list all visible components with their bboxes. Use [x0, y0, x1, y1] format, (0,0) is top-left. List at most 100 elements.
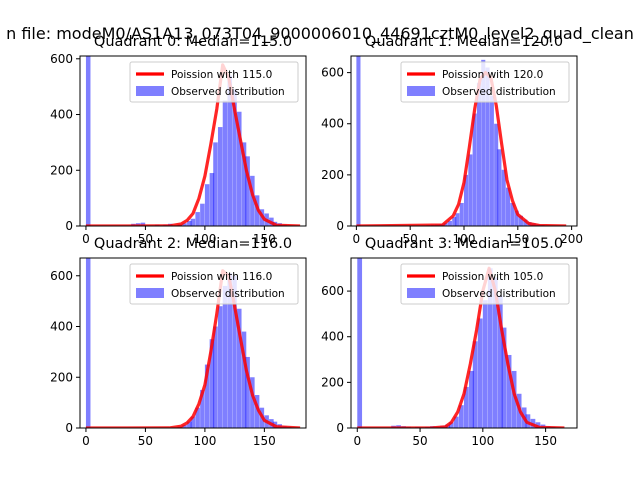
histogram-bar — [477, 318, 483, 428]
histogram-bar — [200, 203, 205, 226]
histogram-bar — [204, 364, 210, 428]
figure-title-text: n file: modeM0/AS1A13_073T04_9000006010_… — [6, 24, 634, 43]
histogram-bar — [506, 354, 512, 428]
histogram-bar — [459, 202, 464, 226]
histogram-bar — [222, 285, 228, 428]
histogram-bar — [237, 111, 242, 226]
y-tick-label: 600 — [50, 269, 73, 283]
legend-label-poisson: Poission with 115.0 — [171, 69, 272, 81]
panel-3-title: Quadrant 3: Median=105.0 — [364, 236, 564, 252]
y-tick-label: 600 — [321, 284, 344, 298]
histogram-bar — [241, 142, 247, 226]
x-tick-label: 100 — [193, 434, 216, 448]
legend: Poission with 115.0 Observed distribution — [129, 61, 299, 103]
x-tick-label: 0 — [82, 434, 90, 448]
histogram-bar — [209, 339, 215, 428]
x-tick-label: 150 — [253, 434, 276, 448]
histogram-bar — [217, 306, 223, 428]
x-tick-label: 150 — [506, 232, 529, 246]
y-tick-label: 200 — [321, 168, 344, 182]
histogram-bar — [458, 405, 464, 428]
x-tick-label: 150 — [534, 434, 557, 448]
histogram-bar — [254, 395, 260, 428]
histogram-bar — [464, 174, 469, 226]
histogram-bar — [448, 422, 454, 428]
histogram-bar — [241, 331, 247, 428]
histogram-bar — [232, 89, 237, 226]
histogram-bar — [232, 275, 237, 428]
legend-label-poisson: Poission with 105.0 — [442, 271, 543, 283]
legend-label-observed: Observed distribution — [171, 288, 285, 300]
x-tick-label: 50 — [138, 232, 153, 246]
legend-bar-swatch — [407, 86, 435, 96]
histogram-bar — [489, 95, 494, 226]
panel-quadrant-2: 0 50 100 150 0 200 400 600 Poission with 116.0 Ob… — [50, 257, 307, 448]
histogram-bar — [453, 416, 459, 428]
x-tick-label: 100 — [471, 434, 494, 448]
histogram-bar — [452, 217, 457, 226]
panel-quadrant-0: 0 50 100 150 0 200 400 600 Poission with 115.0 Ob… — [50, 52, 307, 246]
histogram-bar — [182, 223, 187, 226]
legend-bar-swatch — [136, 288, 164, 298]
y-tick-label: 200 — [50, 370, 73, 384]
histogram-bar — [510, 202, 515, 226]
histogram-bar — [190, 416, 196, 428]
histogram-bar — [468, 154, 473, 226]
histogram-bar — [250, 175, 255, 226]
legend-label-observed: Observed distribution — [171, 86, 285, 98]
histogram-bar — [356, 56, 361, 226]
y-tick-label: 400 — [50, 108, 73, 122]
x-tick-label: 50 — [138, 434, 153, 448]
histogram-bar — [217, 127, 223, 226]
histogram-bar — [447, 220, 452, 226]
histogram-bar — [481, 59, 486, 226]
histogram-bar — [187, 220, 192, 226]
histogram-bar — [195, 212, 200, 226]
x-tick-label: 0 — [353, 434, 361, 448]
legend: Poission with 116.0 Observed distribution — [129, 263, 299, 305]
histogram-bar — [213, 326, 218, 428]
legend-label-observed: Observed distribution — [442, 288, 556, 300]
histogram-bar — [209, 173, 215, 226]
figure-title: n file: modeM0/AS1A13_073T04_9000006010_… — [0, 24, 640, 48]
histogram-bar — [85, 258, 91, 428]
histogram-bar — [237, 308, 242, 428]
histogram-bar — [227, 75, 233, 226]
histogram-bar — [443, 222, 448, 226]
legend-bar-swatch — [407, 288, 435, 298]
legend-label-poisson: Poission with 120.0 — [442, 69, 543, 81]
histogram-bar — [501, 327, 507, 428]
histogram-bar — [182, 424, 187, 428]
x-tick-label: 200 — [560, 232, 583, 246]
x-tick-label: 50 — [403, 232, 418, 246]
legend-label-observed: Observed distribution — [442, 86, 556, 98]
x-tick-label: 100 — [453, 232, 476, 246]
panel-1-title: Quadrant 1: Median=120.0 — [364, 34, 564, 50]
histogram-bar — [222, 100, 228, 226]
panel-0-title: Quadrant 0: Median=115.0 — [93, 34, 293, 50]
histogram-bar — [187, 421, 192, 428]
histogram-bar — [195, 407, 200, 428]
histogram-bar — [523, 219, 528, 226]
axes-frame — [79, 257, 307, 429]
y-tick-label: 0 — [336, 219, 344, 233]
histogram-bar — [85, 56, 91, 226]
histogram-bar — [455, 213, 460, 226]
y-tick-label: 200 — [321, 375, 344, 389]
histogram-bar — [497, 149, 502, 226]
y-tick-label: 0 — [65, 219, 73, 233]
histogram-bar — [472, 341, 478, 428]
histogram-bar — [518, 215, 523, 226]
axes-frame — [350, 257, 578, 429]
histogram-bar — [204, 184, 210, 226]
histogram-bar — [501, 169, 506, 226]
histogram-bar — [250, 377, 255, 428]
legend-label-poisson: Poission with 116.0 — [171, 271, 272, 283]
x-tick-label: 50 — [412, 434, 427, 448]
legend-bar-swatch — [136, 86, 164, 96]
histogram-bar — [511, 370, 517, 428]
y-tick-label: 600 — [321, 66, 344, 80]
x-tick-label: 0 — [353, 232, 361, 246]
y-tick-label: 400 — [321, 330, 344, 344]
